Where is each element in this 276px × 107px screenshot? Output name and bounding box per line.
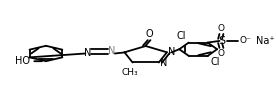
Text: N: N	[108, 46, 115, 56]
Text: Cl: Cl	[177, 31, 186, 42]
Text: N: N	[168, 47, 176, 57]
Text: N: N	[160, 58, 168, 68]
Text: O: O	[145, 29, 153, 39]
Text: HO: HO	[15, 56, 30, 66]
Text: Cl: Cl	[210, 57, 220, 67]
Text: S: S	[219, 36, 226, 46]
Text: O⁻: O⁻	[239, 36, 251, 45]
Text: O: O	[218, 49, 225, 58]
Text: Na⁺: Na⁺	[256, 36, 275, 46]
Text: N: N	[84, 48, 92, 59]
Text: CH₃: CH₃	[122, 68, 138, 77]
Text: O: O	[218, 24, 225, 33]
